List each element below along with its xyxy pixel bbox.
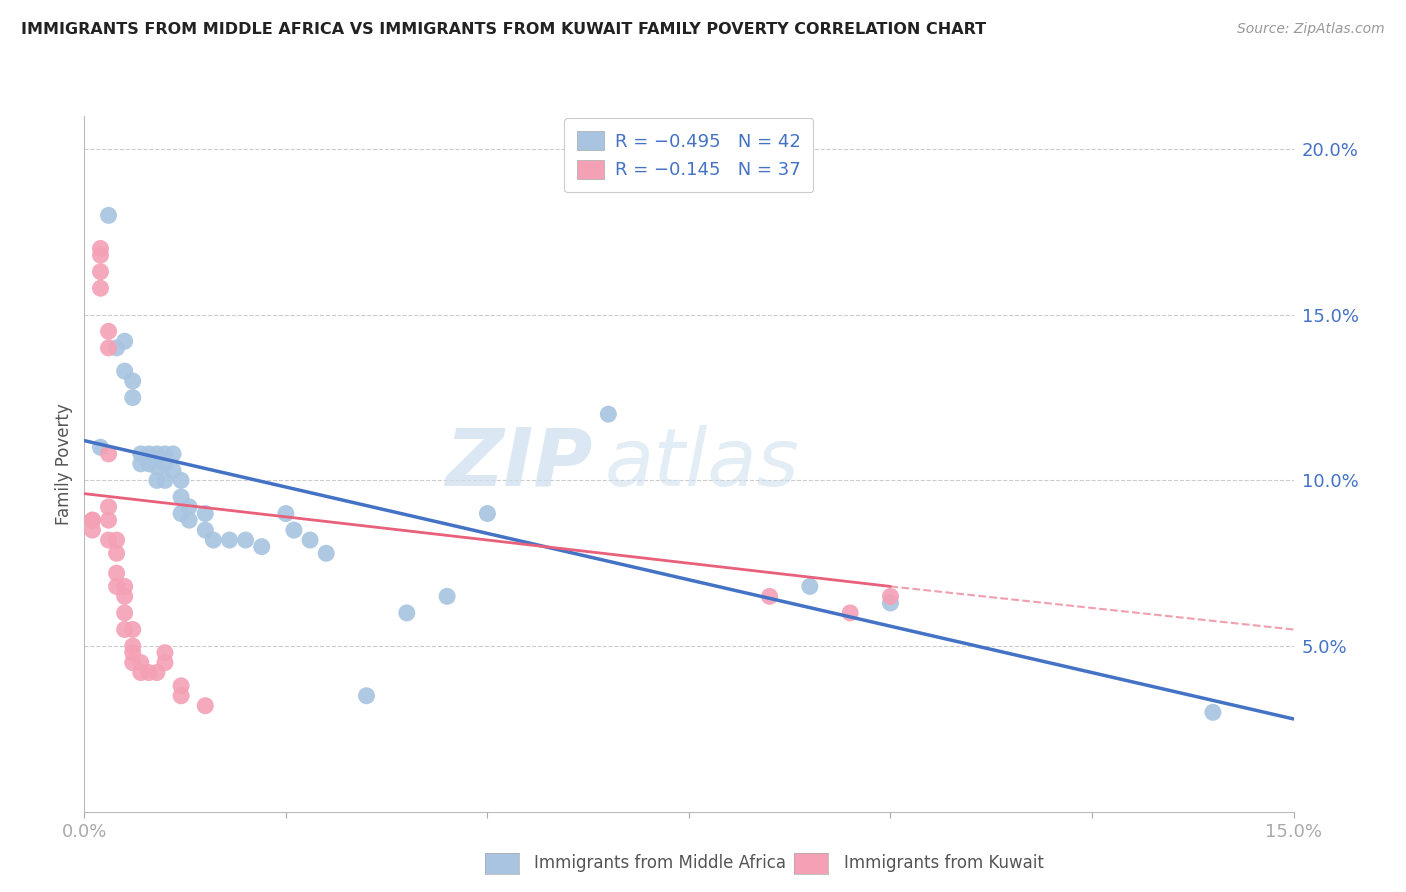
Point (179, 513, 201, 527)
Point (839, 606, 862, 620)
Text: Immigrants from Middle Africa: Immigrants from Middle Africa (534, 854, 786, 871)
Point (114, 606, 136, 620)
Point (97, 324, 120, 338)
Point (274, 507, 297, 521)
Point (153, 447, 176, 461)
Point (153, 656, 176, 670)
Point (170, 689, 193, 703)
Point (114, 590, 136, 604)
Point (89, 265, 111, 279)
Point (114, 623, 136, 637)
Point (218, 533, 240, 547)
Point (194, 698, 217, 713)
Point (105, 533, 128, 547)
Point (97, 513, 120, 527)
Point (202, 533, 225, 547)
Text: ZIP: ZIP (444, 425, 592, 503)
Text: Immigrants from Kuwait: Immigrants from Kuwait (844, 854, 1043, 871)
Point (89, 248, 111, 262)
Point (1202, 706, 1225, 720)
Point (121, 646, 143, 660)
Point (799, 579, 821, 593)
Legend: R = −0.495   N = 42, R = −0.145   N = 37: R = −0.495 N = 42, R = −0.145 N = 37 (564, 118, 814, 192)
Point (162, 447, 184, 461)
Point (879, 590, 901, 604)
Point (82, 513, 104, 527)
Point (138, 665, 160, 680)
Point (146, 665, 169, 680)
Point (114, 334, 136, 349)
Point (153, 457, 176, 471)
Point (170, 490, 193, 504)
Point (146, 474, 169, 488)
Point (250, 540, 273, 554)
Point (395, 606, 418, 620)
Point (356, 689, 378, 703)
Point (121, 656, 143, 670)
Point (97, 341, 120, 355)
Point (758, 590, 780, 604)
Point (89, 440, 111, 454)
Point (283, 523, 305, 537)
Point (105, 579, 128, 593)
Point (129, 665, 152, 680)
Point (97, 533, 120, 547)
Point (170, 474, 193, 488)
Point (153, 474, 176, 488)
Point (315, 546, 337, 560)
Point (146, 447, 169, 461)
Point (436, 590, 458, 604)
Point (299, 533, 322, 547)
Point (129, 656, 152, 670)
Point (105, 546, 128, 560)
Point (121, 391, 143, 405)
Point (170, 679, 193, 693)
Point (97, 500, 120, 514)
Point (114, 364, 136, 378)
Point (129, 457, 152, 471)
Point (121, 374, 143, 388)
Point (138, 457, 160, 471)
Point (598, 407, 620, 421)
Point (162, 463, 184, 477)
Point (97, 208, 120, 222)
Point (170, 507, 193, 521)
Point (82, 513, 104, 527)
Point (89, 242, 111, 256)
Point (235, 533, 257, 547)
Point (138, 447, 160, 461)
Point (97, 447, 120, 461)
Point (146, 460, 169, 475)
Point (121, 639, 143, 653)
Point (153, 646, 176, 660)
Point (105, 341, 128, 355)
Point (129, 447, 152, 461)
Point (89, 281, 111, 295)
Point (879, 596, 901, 610)
Point (105, 566, 128, 581)
Point (194, 523, 217, 537)
Point (114, 579, 136, 593)
Point (179, 500, 201, 514)
Point (82, 523, 104, 537)
Y-axis label: Family Poverty: Family Poverty (55, 403, 73, 524)
Point (194, 507, 217, 521)
Point (477, 507, 499, 521)
Text: atlas: atlas (605, 425, 799, 503)
Text: Source: ZipAtlas.com: Source: ZipAtlas.com (1237, 22, 1385, 37)
Point (121, 623, 143, 637)
Text: IMMIGRANTS FROM MIDDLE AFRICA VS IMMIGRANTS FROM KUWAIT FAMILY POVERTY CORRELATI: IMMIGRANTS FROM MIDDLE AFRICA VS IMMIGRA… (21, 22, 986, 37)
